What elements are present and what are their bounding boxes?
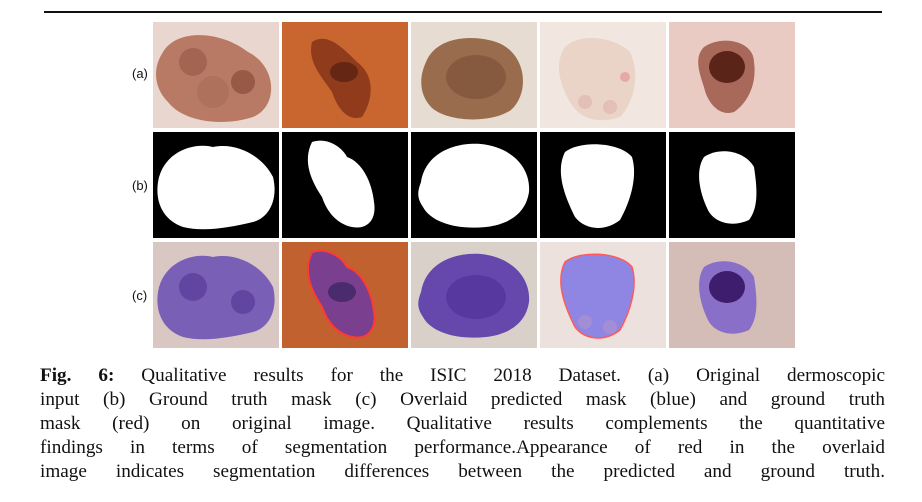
mask-b4: [540, 132, 666, 238]
image-a4: [540, 22, 666, 128]
mask-b3: [411, 132, 537, 238]
mask-b1: [153, 132, 279, 238]
caption-line-3: mask (red) on original image. Qualitativ…: [40, 413, 885, 434]
caption-line-2: input (b) Ground truth mask (c) Overlaid…: [40, 389, 885, 410]
overlay-c3: [411, 242, 537, 348]
mask-b2: [282, 132, 408, 238]
caption-line-1: Fig. 6: Qualitative results for the ISIC…: [40, 365, 886, 386]
overlay-c1: [153, 242, 279, 348]
image-a5: [669, 22, 795, 128]
image-a2: [282, 22, 408, 128]
caption-line-5: image indicates segmentation differences…: [40, 461, 885, 482]
top-rule: [44, 11, 882, 13]
image-a3: [411, 22, 537, 128]
image-a1: [153, 22, 279, 128]
overlay-c5: [669, 242, 795, 348]
row-label-c: (c): [132, 288, 148, 303]
row-label-b: (b): [132, 178, 148, 193]
figure-caption: Fig. 6: Qualitative results for the ISIC…: [40, 364, 885, 484]
caption-line-4: findings in terms of segmentation perfor…: [40, 437, 885, 458]
caption-label: Fig. 6:: [40, 365, 115, 386]
overlay-c2: [282, 242, 408, 348]
row-label-a: (a): [132, 66, 148, 81]
overlay-c4: [540, 242, 666, 348]
mask-b5: [669, 132, 795, 238]
